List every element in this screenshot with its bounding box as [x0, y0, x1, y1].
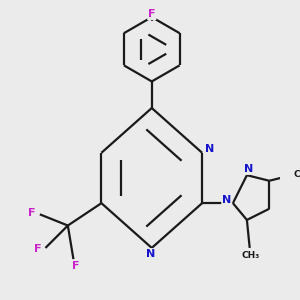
Text: F: F — [148, 9, 155, 19]
Text: CH₃: CH₃ — [293, 169, 300, 178]
Text: F: F — [72, 261, 80, 271]
Text: CH₃: CH₃ — [241, 251, 260, 260]
Text: N: N — [244, 164, 253, 174]
Text: N: N — [222, 195, 231, 205]
Text: N: N — [146, 249, 155, 259]
Text: F: F — [28, 208, 36, 218]
Text: N: N — [205, 144, 214, 154]
Text: F: F — [34, 244, 41, 254]
